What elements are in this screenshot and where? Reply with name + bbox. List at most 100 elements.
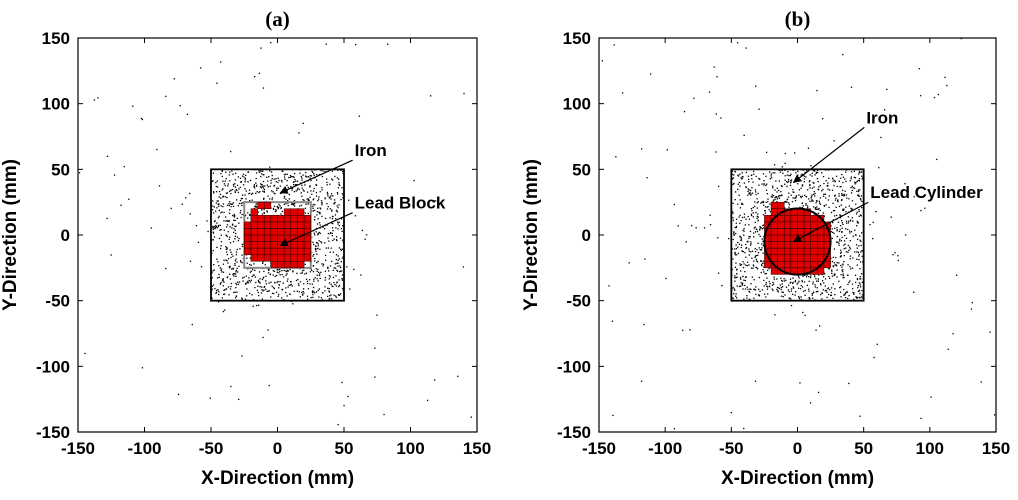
scatter-point xyxy=(252,274,254,276)
voxel xyxy=(817,234,825,242)
scatter-point xyxy=(748,290,750,293)
scatter-point xyxy=(743,182,745,184)
scatter-point xyxy=(853,298,855,301)
scatter-point xyxy=(754,201,756,203)
scatter-point xyxy=(673,203,675,206)
scatter-point xyxy=(765,175,767,177)
scatter-point xyxy=(270,182,272,184)
scatter-point xyxy=(861,178,863,180)
scatter-point xyxy=(261,184,263,186)
scatter-point xyxy=(313,243,315,246)
voxel xyxy=(797,254,805,262)
scatter-point xyxy=(110,254,112,256)
scatter-point xyxy=(750,242,752,245)
scatter-point xyxy=(235,232,237,235)
scatter-point xyxy=(747,194,749,196)
scatter-point xyxy=(327,247,330,249)
scatter-point xyxy=(799,382,801,384)
scatter-point xyxy=(265,283,267,285)
scatter-point xyxy=(822,188,824,191)
scatter-point xyxy=(223,229,225,231)
scatter-point xyxy=(218,203,220,205)
scatter-point xyxy=(337,265,339,267)
scatter-point xyxy=(300,192,302,194)
y-tick-label: 50 xyxy=(572,160,591,179)
scatter-point xyxy=(285,274,287,276)
iron-region xyxy=(730,168,865,302)
scatter-point xyxy=(249,192,251,194)
scatter-point xyxy=(859,284,861,286)
scatter-point xyxy=(777,287,779,289)
scatter-point xyxy=(242,245,244,248)
scatter-point xyxy=(313,173,315,175)
scatter-point xyxy=(307,176,309,178)
scatter-point xyxy=(329,295,331,297)
scatter-point xyxy=(236,217,238,219)
scatter-point xyxy=(851,208,853,210)
scatter-point xyxy=(817,180,819,183)
scatter-point xyxy=(305,272,308,274)
scatter-point xyxy=(288,198,290,200)
scatter-point xyxy=(851,267,854,269)
scatter-point xyxy=(861,294,864,296)
scatter-point xyxy=(753,232,755,234)
voxel xyxy=(250,254,258,262)
scatter-point xyxy=(301,184,303,187)
scatter-point xyxy=(735,293,737,295)
scatter-point xyxy=(860,273,863,275)
scatter-point xyxy=(748,250,750,252)
y-tick-label: 150 xyxy=(563,29,591,48)
scatter-point xyxy=(751,257,753,259)
scatter-point xyxy=(768,280,770,283)
voxel xyxy=(790,261,798,269)
scatter-point xyxy=(434,200,436,202)
scatter-point xyxy=(772,172,774,174)
scatter-point xyxy=(839,256,842,258)
scatter-point xyxy=(332,276,335,279)
scatter-point xyxy=(798,194,800,196)
scatter-point xyxy=(212,191,215,193)
scatter-point xyxy=(222,271,225,273)
scatter-point xyxy=(228,238,230,241)
scatter-point xyxy=(301,195,303,197)
scatter-point xyxy=(796,283,798,285)
scatter-point xyxy=(854,274,857,276)
scatter-point xyxy=(762,224,764,227)
scatter-point xyxy=(840,186,842,188)
scatter-point xyxy=(731,170,734,172)
scatter-point xyxy=(287,286,289,288)
scatter-point xyxy=(330,198,332,200)
x-tick-label: 150 xyxy=(982,439,1010,458)
scatter-point xyxy=(267,269,270,271)
scatter-point xyxy=(219,267,221,269)
scatter-point xyxy=(284,178,286,180)
scatter-point xyxy=(238,237,240,240)
scatter-point xyxy=(757,254,759,256)
scatter-point xyxy=(792,281,794,284)
scatter-point xyxy=(843,260,845,263)
scatter-point xyxy=(239,186,241,189)
scatter-point xyxy=(273,208,275,211)
scatter-point xyxy=(232,273,234,276)
scatter-point xyxy=(828,195,830,197)
scatter-point xyxy=(738,181,741,184)
voxel xyxy=(250,234,258,242)
x-tick-label: 0 xyxy=(273,439,282,458)
scatter-point xyxy=(268,198,271,200)
scatter-point xyxy=(271,285,273,287)
scatter-point xyxy=(297,278,299,281)
scatter-point xyxy=(328,197,331,199)
scatter-point xyxy=(233,291,235,294)
scatter-point xyxy=(792,282,794,285)
scatter-point xyxy=(232,183,235,186)
x-axis-label: X-Direction (mm) xyxy=(201,468,354,489)
scatter-point xyxy=(251,199,253,201)
scatter-point xyxy=(322,265,324,267)
voxel xyxy=(283,208,292,216)
scatter-point xyxy=(763,184,765,186)
scatter-point xyxy=(856,225,858,227)
scatter-point xyxy=(851,185,853,187)
scatter-point xyxy=(327,266,329,268)
scatter-point xyxy=(813,190,815,193)
scatter-point xyxy=(269,185,271,187)
